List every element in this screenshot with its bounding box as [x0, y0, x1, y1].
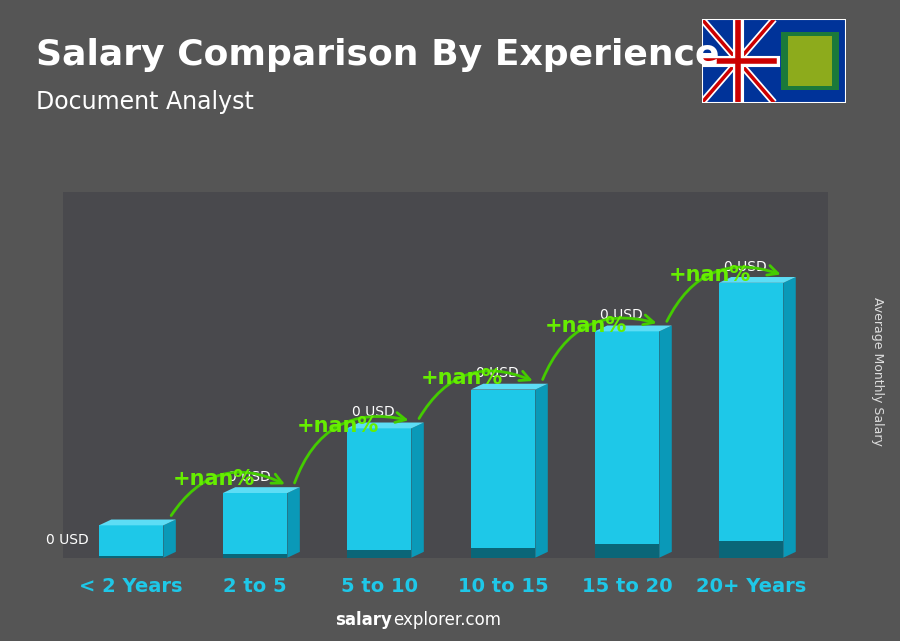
Bar: [471, 547, 536, 558]
Polygon shape: [536, 384, 548, 558]
Text: Document Analyst: Document Analyst: [36, 90, 254, 113]
Bar: [223, 554, 287, 558]
Text: Salary Comparison By Experience: Salary Comparison By Experience: [36, 38, 719, 72]
Text: 0 USD: 0 USD: [599, 308, 643, 322]
Bar: [223, 493, 287, 558]
Bar: [788, 36, 832, 86]
Polygon shape: [719, 277, 796, 283]
Polygon shape: [223, 487, 300, 493]
Bar: [346, 550, 411, 558]
Text: 15 to 20: 15 to 20: [581, 577, 672, 596]
Polygon shape: [783, 277, 796, 558]
Text: 0 USD: 0 USD: [475, 367, 518, 381]
Text: 0 USD: 0 USD: [724, 260, 766, 274]
Bar: [346, 428, 411, 558]
Bar: [595, 331, 660, 558]
Bar: [99, 526, 164, 558]
Text: Average Monthly Salary: Average Monthly Salary: [871, 297, 884, 446]
Text: 20+ Years: 20+ Years: [696, 577, 806, 596]
Text: 5 to 10: 5 to 10: [341, 577, 418, 596]
Text: < 2 Years: < 2 Years: [79, 577, 183, 596]
Text: +nan%: +nan%: [173, 469, 255, 489]
Text: +nan%: +nan%: [669, 265, 751, 285]
Text: 10 to 15: 10 to 15: [458, 577, 548, 596]
Polygon shape: [411, 422, 424, 558]
Text: 0 USD: 0 USD: [46, 533, 89, 547]
Polygon shape: [287, 487, 300, 558]
Polygon shape: [164, 519, 176, 558]
Polygon shape: [346, 422, 424, 428]
Bar: [719, 541, 783, 558]
Polygon shape: [660, 326, 671, 558]
Bar: [471, 390, 536, 558]
Text: explorer.com: explorer.com: [393, 612, 501, 629]
Text: 2 to 5: 2 to 5: [223, 577, 287, 596]
Text: +nan%: +nan%: [420, 368, 503, 388]
Polygon shape: [471, 384, 548, 390]
Text: +nan%: +nan%: [544, 317, 626, 337]
Polygon shape: [595, 326, 671, 331]
Bar: [719, 283, 783, 558]
Text: 0 USD: 0 USD: [228, 470, 270, 484]
Text: salary: salary: [335, 612, 392, 629]
Text: +nan%: +nan%: [296, 416, 379, 436]
Text: 0 USD: 0 USD: [352, 405, 394, 419]
Bar: [595, 544, 660, 558]
Polygon shape: [99, 519, 176, 526]
Bar: [99, 556, 164, 558]
Bar: [781, 31, 839, 90]
